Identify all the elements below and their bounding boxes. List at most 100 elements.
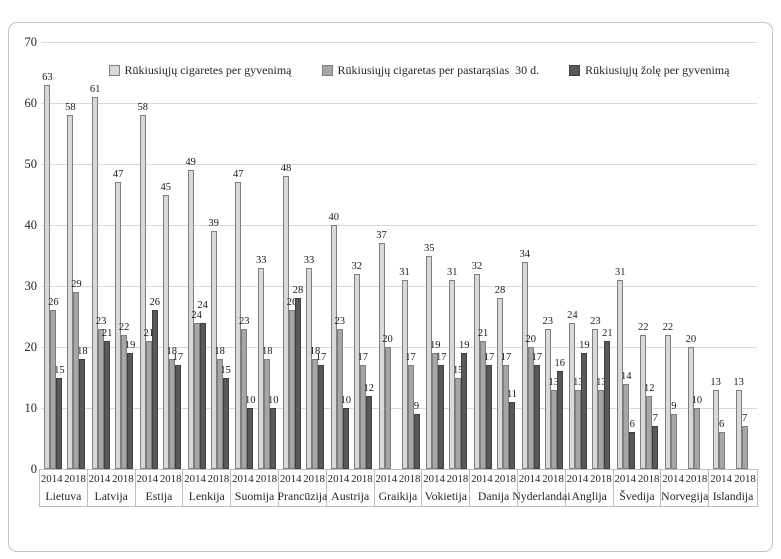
bar-value-label: 28 [292, 285, 304, 297]
category-cell: 2014 2018 Islandija [709, 470, 757, 506]
bar-value-label: 10 [245, 395, 256, 406]
legend-item-2: Rūkiusiųjų cigaretas per pastarąsias 30 … [321, 63, 539, 78]
year-label: 2014 [518, 472, 541, 485]
bar-value-label: 18 [214, 346, 225, 358]
gridline [41, 164, 757, 165]
legend-marker-icon [108, 65, 120, 76]
legend-label: Rūkiusiųjų cigaretes per gyvenimą [124, 63, 292, 77]
bar-value-label: 58 [65, 102, 76, 114]
bar-value-label: 26 [286, 297, 298, 309]
bar-value-label: 26 [149, 297, 161, 309]
legend-marker-icon [569, 65, 581, 76]
bar-value-label: 31 [446, 266, 458, 278]
bar-value-label: 24 [197, 299, 208, 311]
country-label: Estija [145, 489, 173, 503]
bar [401, 279, 408, 469]
bar-value-label: 49 [185, 157, 196, 169]
year-label-row: 2014 2018 [518, 470, 565, 487]
bar [306, 267, 312, 469]
bar [145, 340, 152, 469]
y-axis-tick-label: 50 [24, 157, 38, 171]
year-label: 2014 [710, 472, 732, 485]
country-label: Prancūzija [277, 489, 328, 503]
year-label: 2014 [232, 472, 254, 485]
year-label: 2018 [494, 472, 517, 485]
year-label-row: 2014 2018 [327, 470, 374, 487]
bar [533, 365, 540, 469]
bar-value-label: 10 [268, 395, 279, 406]
bar [461, 353, 468, 469]
bar-value-label: 15 [452, 364, 464, 376]
bar-value-label: 13 [573, 376, 584, 388]
y-axis-tick-label: 10 [24, 401, 38, 415]
bar [550, 389, 557, 469]
year-label: 2018 [637, 472, 660, 485]
bar-value-label: 23 [334, 315, 346, 327]
bar [289, 310, 295, 469]
y-axis-tick-label: 20 [24, 340, 38, 354]
bar-value-label: 32 [471, 260, 483, 272]
y-axis-tick-label: 40 [24, 218, 38, 232]
bar [575, 389, 582, 469]
bar-value-label: 35 [423, 242, 435, 254]
bar-value-label: 34 [519, 248, 530, 260]
bar [222, 377, 229, 469]
gridline [41, 103, 757, 104]
bar [104, 340, 111, 469]
bar [139, 115, 146, 469]
bar [556, 371, 563, 469]
bar [330, 225, 337, 469]
country-label: Danija [477, 489, 510, 503]
year-label: 2014 [614, 472, 637, 485]
year-label-row: 2014 2018 [614, 470, 661, 487]
bar [295, 298, 301, 469]
bar-value-label: 19 [458, 340, 470, 352]
year-label: 2014 [327, 472, 350, 485]
bar [509, 401, 515, 469]
bar-value-label: 7 [741, 413, 748, 425]
year-label-row: 2014 2018 [279, 470, 326, 487]
bar [480, 340, 486, 469]
bar [247, 408, 254, 469]
bar-value-label: 9 [671, 401, 677, 413]
bar-value-label: 19 [124, 340, 136, 352]
year-label: 2018 [255, 472, 278, 485]
bar [353, 273, 360, 469]
year-label: 2014 [279, 472, 302, 485]
bar-value-label: 33 [303, 254, 315, 266]
bar [432, 353, 439, 469]
bar-value-label: 48 [280, 163, 292, 175]
bar-value-label: 13 [733, 376, 744, 388]
bar [264, 359, 271, 469]
bar-value-label: 24 [567, 309, 578, 321]
year-label: 2014 [40, 472, 63, 485]
bar [687, 347, 694, 469]
year-label-row: 2014 2018 [709, 470, 757, 487]
bar [735, 389, 742, 469]
bar-value-label: 45 [160, 181, 172, 193]
bar [241, 328, 248, 469]
bar-value-label: 22 [662, 321, 674, 333]
bar [598, 389, 605, 469]
bar-value-label: 23 [590, 315, 601, 327]
bar [235, 182, 242, 469]
bar [121, 334, 128, 469]
bar-value-label: 6 [629, 419, 635, 431]
year-label-row: 2014 2018 [88, 470, 135, 487]
chart-frame: Rūkiusiųjų cigaretes per gyvenimą Rūkiusi… [8, 22, 773, 552]
bar-value-label: 18 [77, 346, 88, 358]
bar [497, 298, 503, 469]
year-label: 2018 [303, 472, 325, 485]
bar-value-label: 13 [596, 376, 607, 388]
bar [646, 395, 653, 469]
country-label: Lenkija [188, 489, 225, 503]
country-label: Lietuva [45, 489, 82, 503]
bar [544, 328, 551, 469]
year-label: 2018 [64, 472, 86, 485]
year-label: 2014 [423, 472, 445, 485]
bar-value-label: 7 [652, 413, 658, 425]
bar [342, 408, 349, 469]
bar-value-label: 40 [328, 212, 340, 223]
bar [283, 176, 289, 469]
